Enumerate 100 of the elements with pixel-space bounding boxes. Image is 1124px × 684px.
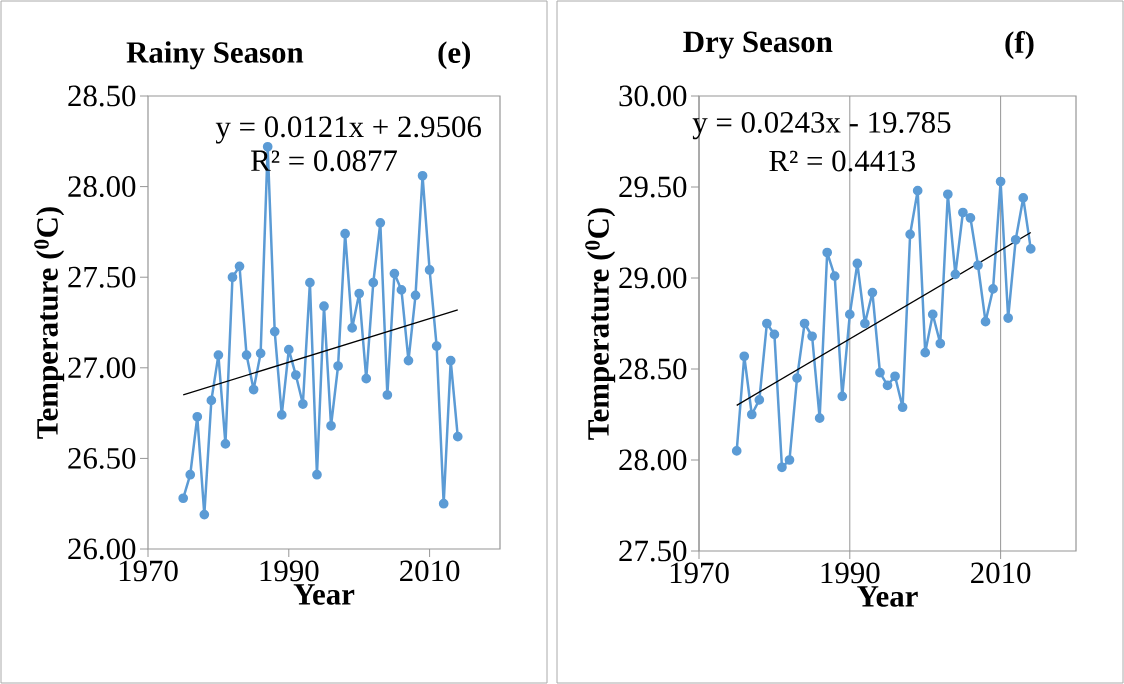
y-tick-label: 29.50	[619, 176, 687, 198]
y-axis-title: Temperature ($^{0}$C)	[34, 207, 65, 439]
point	[368, 277, 379, 288]
point	[867, 287, 878, 298]
point	[852, 258, 863, 269]
chart-title: Dry Season	[683, 31, 833, 59]
y-tick-label: 26.00	[68, 538, 136, 560]
point	[220, 439, 231, 449]
x-tick-label: 1970	[119, 560, 178, 582]
point	[206, 395, 217, 406]
point	[897, 402, 908, 413]
y-tick-label: 26.50	[68, 447, 136, 469]
point	[920, 347, 931, 358]
point	[882, 380, 893, 391]
point	[762, 318, 772, 329]
point	[255, 348, 266, 359]
point	[305, 277, 315, 288]
point	[927, 309, 938, 320]
point	[739, 351, 750, 362]
text: (e)	[438, 41, 471, 70]
point	[995, 176, 1006, 187]
point	[935, 338, 946, 349]
point	[958, 207, 968, 218]
point	[424, 265, 435, 275]
point	[784, 455, 795, 465]
point	[1018, 193, 1029, 203]
point	[890, 371, 900, 382]
point	[905, 229, 915, 240]
point	[445, 355, 456, 366]
point	[1003, 313, 1013, 323]
point	[403, 355, 414, 366]
y-tick-label: 28.50	[68, 85, 136, 107]
point	[389, 268, 400, 279]
point	[754, 395, 765, 405]
y-tick-label: 27.00	[68, 357, 136, 379]
point	[213, 350, 224, 360]
point	[326, 420, 336, 431]
point	[1025, 244, 1036, 254]
y-axis-title: Temperature ($^{0}$C)	[585, 208, 616, 440]
point	[875, 367, 885, 378]
point	[347, 323, 358, 333]
point	[410, 290, 421, 301]
point	[241, 350, 252, 360]
x-tick-label: 1970	[670, 562, 729, 584]
y-tick-label: 28.00	[68, 176, 136, 198]
point	[965, 213, 976, 223]
point	[276, 410, 287, 420]
point	[234, 261, 245, 272]
x-axis-title: Year	[293, 584, 355, 605]
y-tick-label: 30.00	[619, 85, 687, 107]
text: (f)	[1005, 30, 1034, 60]
point	[417, 170, 428, 181]
point	[829, 271, 840, 282]
y-tick-label: 29.00	[619, 267, 687, 289]
point	[769, 329, 780, 340]
point	[746, 409, 757, 420]
point	[912, 185, 923, 196]
point	[185, 469, 196, 480]
x-tick-label: 1990	[821, 562, 880, 584]
point	[354, 288, 365, 299]
point	[298, 399, 308, 409]
annotation: R² = 0.4413	[769, 150, 915, 172]
point	[942, 189, 953, 200]
point	[844, 309, 855, 320]
point	[333, 361, 343, 371]
x-tick-label: 1990	[260, 560, 319, 582]
y-tick-label: 27.50	[68, 266, 136, 288]
point	[396, 285, 407, 295]
annotation: y = 0.0243x - 19.785	[692, 111, 951, 140]
point	[199, 509, 210, 520]
point	[860, 318, 870, 329]
point	[227, 272, 238, 283]
y-tick-label: 28.50	[619, 358, 687, 380]
point	[269, 326, 280, 337]
point	[178, 493, 189, 504]
point	[950, 269, 961, 280]
point	[290, 370, 301, 380]
point	[438, 498, 449, 509]
point	[361, 373, 372, 384]
point	[837, 391, 848, 402]
y-tick-label: 28.00	[619, 449, 687, 471]
point	[988, 284, 998, 294]
point	[340, 228, 350, 239]
point	[799, 318, 810, 329]
annotation: y = 0.0121x + 2.9506	[215, 116, 481, 144]
point	[382, 390, 393, 400]
x-tick-label: 2010	[400, 560, 460, 582]
y-tick-label: 27.50	[619, 540, 687, 562]
point	[192, 411, 203, 422]
point	[452, 431, 463, 442]
point	[312, 469, 322, 480]
point	[283, 344, 294, 355]
point	[973, 260, 983, 271]
chart-title: Rainy Season	[126, 41, 304, 70]
x-tick-label: 2010	[971, 562, 1031, 584]
point	[980, 316, 991, 327]
point	[822, 247, 833, 258]
point	[814, 413, 825, 423]
point	[248, 384, 259, 395]
point	[1010, 234, 1021, 245]
